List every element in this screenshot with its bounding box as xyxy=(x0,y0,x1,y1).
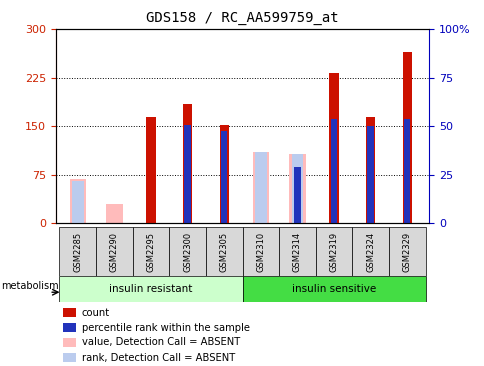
Bar xyxy=(365,116,375,223)
FancyBboxPatch shape xyxy=(278,227,315,276)
Bar xyxy=(402,52,411,223)
Bar xyxy=(294,167,300,223)
FancyBboxPatch shape xyxy=(169,227,206,276)
Bar xyxy=(403,119,409,223)
Text: GSM2310: GSM2310 xyxy=(256,232,265,272)
Bar xyxy=(219,125,228,223)
Text: count: count xyxy=(82,308,110,318)
FancyBboxPatch shape xyxy=(133,227,169,276)
Bar xyxy=(72,181,83,223)
Bar xyxy=(291,154,302,223)
Text: insulin sensitive: insulin sensitive xyxy=(291,284,376,294)
Bar xyxy=(330,119,336,223)
FancyBboxPatch shape xyxy=(206,227,242,276)
Text: GSM2300: GSM2300 xyxy=(182,232,192,272)
Bar xyxy=(146,116,155,223)
Bar xyxy=(329,73,338,223)
Bar xyxy=(63,338,76,347)
Bar xyxy=(184,125,190,223)
FancyBboxPatch shape xyxy=(242,276,424,302)
Bar xyxy=(255,152,266,223)
Title: GDS158 / RC_AA599759_at: GDS158 / RC_AA599759_at xyxy=(146,11,338,26)
FancyBboxPatch shape xyxy=(60,276,242,302)
Bar xyxy=(106,204,122,223)
Text: rank, Detection Call = ABSENT: rank, Detection Call = ABSENT xyxy=(82,353,235,363)
Bar xyxy=(367,126,373,223)
Text: GSM2324: GSM2324 xyxy=(365,232,374,272)
Bar xyxy=(221,131,227,223)
FancyBboxPatch shape xyxy=(315,227,351,276)
Text: GSM2319: GSM2319 xyxy=(329,232,338,272)
FancyBboxPatch shape xyxy=(60,227,96,276)
Text: GSM2295: GSM2295 xyxy=(146,232,155,272)
Text: GSM2285: GSM2285 xyxy=(73,232,82,272)
Text: GSM2305: GSM2305 xyxy=(219,232,228,272)
Bar xyxy=(288,154,305,223)
FancyBboxPatch shape xyxy=(242,227,278,276)
Text: GSM2290: GSM2290 xyxy=(110,232,119,272)
FancyBboxPatch shape xyxy=(96,227,133,276)
Bar xyxy=(252,152,269,223)
FancyBboxPatch shape xyxy=(388,227,424,276)
Text: insulin resistant: insulin resistant xyxy=(109,284,192,294)
Bar xyxy=(69,179,86,223)
Text: GSM2314: GSM2314 xyxy=(292,232,302,272)
Text: metabolism: metabolism xyxy=(1,281,59,291)
Bar xyxy=(63,308,76,317)
Bar xyxy=(63,353,76,362)
Bar xyxy=(63,323,76,332)
Text: percentile rank within the sample: percentile rank within the sample xyxy=(82,322,249,333)
Text: value, Detection Call = ABSENT: value, Detection Call = ABSENT xyxy=(82,337,240,347)
Text: GSM2329: GSM2329 xyxy=(402,232,411,272)
FancyBboxPatch shape xyxy=(351,227,388,276)
Bar xyxy=(182,104,192,223)
